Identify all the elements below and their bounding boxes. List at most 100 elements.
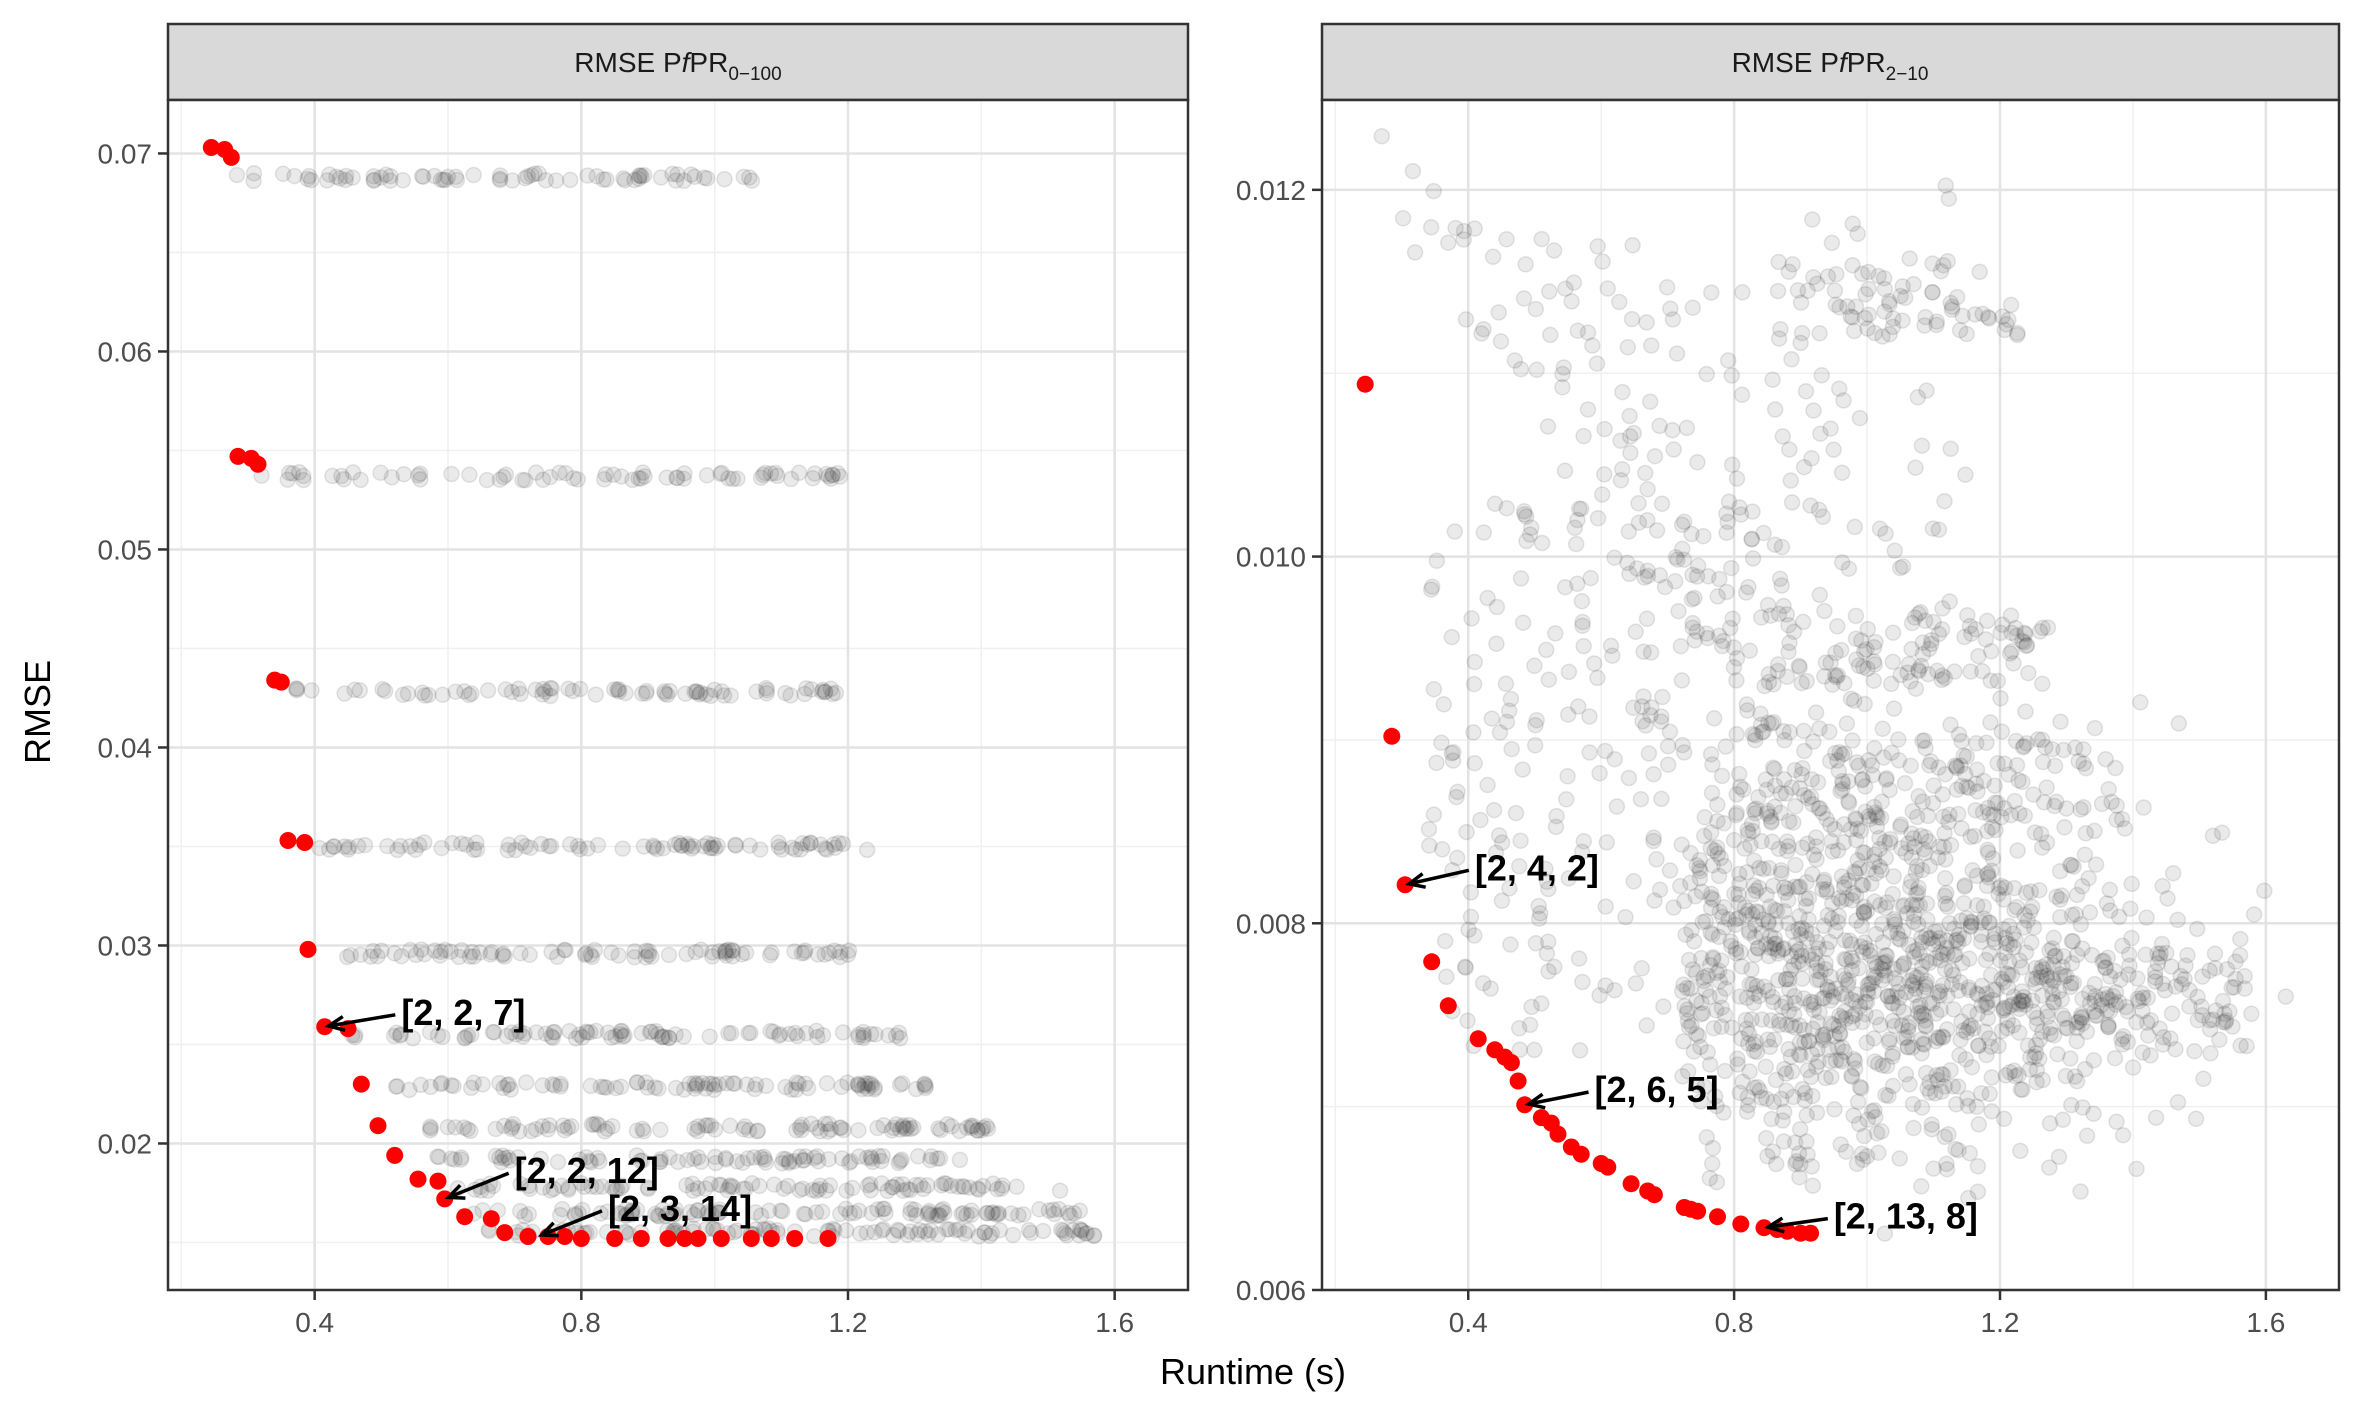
background-point [445, 1077, 462, 1095]
background-point [628, 1147, 646, 1164]
background-point [765, 1023, 782, 1041]
background-point [831, 943, 849, 961]
background-point [1936, 824, 1953, 842]
background-point [726, 1075, 743, 1092]
background-point [866, 1081, 883, 1098]
background-point [1465, 675, 1483, 693]
background-point [1661, 862, 1679, 879]
background-point [377, 166, 395, 183]
background-point [818, 1075, 836, 1092]
background-point [1731, 499, 1748, 516]
background-point [1570, 500, 1588, 518]
pareto-point [1599, 1158, 1617, 1176]
background-point [463, 1026, 480, 1044]
annotation-arrow [541, 1209, 603, 1237]
background-point [1486, 495, 1504, 513]
background-point [1702, 924, 1719, 941]
background-point [642, 1023, 660, 1040]
background-point [749, 1122, 767, 1139]
background-point [855, 1029, 872, 1047]
background-point [520, 1205, 538, 1223]
background-point [758, 685, 775, 702]
background-point [1972, 933, 1990, 950]
background-point [498, 1027, 515, 1045]
background-point [930, 1206, 947, 1224]
pareto-points-left [202, 139, 837, 1247]
background-point [803, 681, 820, 698]
background-point [1620, 769, 1638, 787]
x-axis-title: Runtime (s) [1160, 1351, 1346, 1392]
background-point [1842, 690, 1860, 707]
background-point [567, 1030, 585, 1047]
background-point [1492, 333, 1510, 350]
background-point [551, 1206, 569, 1224]
background-point [245, 172, 262, 190]
background-point [1685, 933, 1703, 950]
background-point [701, 1028, 718, 1045]
background-point [349, 837, 367, 855]
background-point [702, 839, 719, 857]
background-point [2045, 994, 2063, 1011]
background-point [536, 683, 554, 700]
background-point [722, 1024, 740, 1042]
background-point [1904, 803, 1921, 820]
background-point [712, 465, 729, 483]
background-point [1466, 653, 1483, 671]
background-point [522, 839, 539, 857]
background-point [1545, 242, 1563, 259]
background-point [717, 1149, 734, 1167]
background-point [689, 1122, 706, 1140]
background-point [1704, 857, 1722, 874]
background-point [447, 683, 464, 700]
background-point [356, 836, 374, 854]
background-point [797, 1024, 815, 1042]
background-point [1666, 572, 1684, 590]
background-point [818, 841, 835, 858]
background-point [1990, 885, 2007, 903]
pareto-point [1709, 1208, 1726, 1226]
background-point [2012, 1142, 2029, 1160]
background-point [1794, 839, 1811, 856]
background-point [1903, 849, 1920, 866]
background-point [1874, 934, 1892, 951]
background-point [1791, 1017, 1808, 1034]
background-point [639, 1179, 657, 1196]
background-point [919, 1177, 936, 1194]
background-point [407, 841, 424, 858]
background-point [709, 837, 726, 855]
background-point [1737, 584, 1755, 601]
background-point [450, 948, 468, 966]
background-point [1711, 903, 1729, 921]
background-point [2062, 1050, 2079, 1067]
background-point [1838, 715, 1856, 732]
background-point [1816, 871, 1833, 889]
pareto-point [1383, 727, 1401, 745]
background-point [920, 1202, 938, 1220]
background-point [1689, 557, 1707, 575]
background-point [495, 468, 512, 486]
background-point [675, 172, 693, 190]
background-point [2019, 1037, 2037, 1054]
background-point [1744, 725, 1762, 743]
background-point [1541, 283, 1558, 300]
background-point [653, 1028, 671, 1046]
background-point [325, 838, 342, 855]
background-point [659, 1205, 676, 1222]
background-point [1620, 523, 1638, 540]
background-point [1466, 220, 1483, 237]
background-point [392, 1026, 409, 1043]
background-point [623, 1206, 641, 1223]
background-point [794, 834, 811, 852]
background-point [1848, 651, 1865, 668]
background-point [1593, 486, 1611, 503]
background-point [793, 1116, 811, 1134]
background-point [795, 1151, 813, 1169]
background-point [699, 835, 716, 852]
background-point [1625, 424, 1642, 442]
background-point [1591, 765, 1608, 782]
background-point [1937, 895, 1954, 913]
background-point [1874, 720, 1891, 738]
pareto-point [272, 673, 290, 691]
background-point [990, 1204, 1007, 1222]
background-point [863, 1204, 880, 1222]
